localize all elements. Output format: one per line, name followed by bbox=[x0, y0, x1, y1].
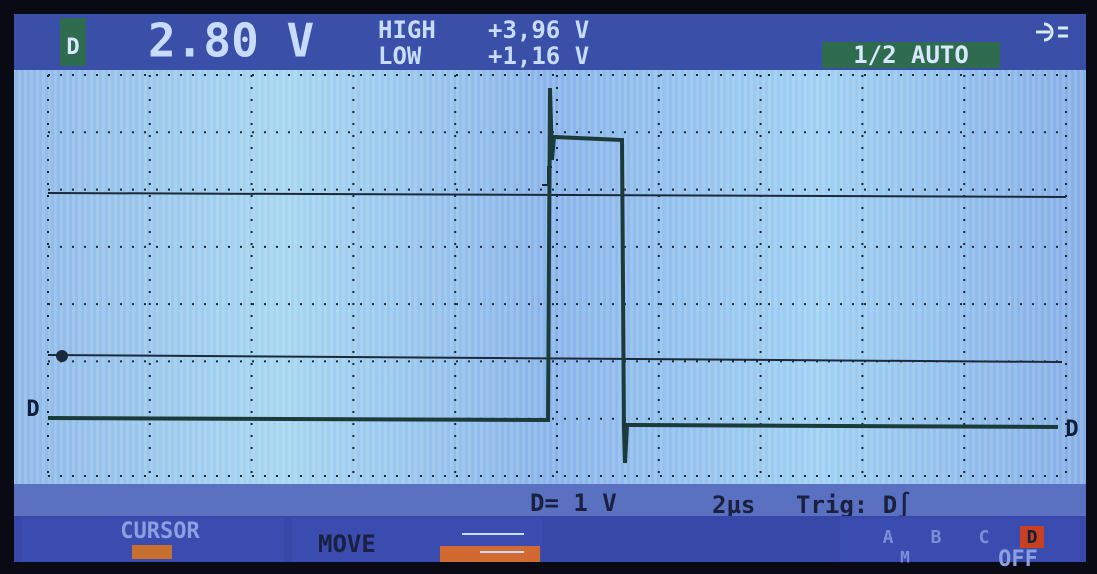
channel-option[interactable]: C bbox=[979, 527, 990, 548]
left-marker: D bbox=[26, 397, 39, 422]
move-label[interactable]: MOVE bbox=[318, 530, 376, 558]
trigger: Trig: D∫ bbox=[796, 491, 912, 519]
low-value: +1,16 V bbox=[488, 42, 589, 70]
channel-button[interactable]: A B C D M OFF bbox=[840, 518, 1080, 572]
move-icon[interactable] bbox=[440, 546, 540, 562]
scope-screen: D 2.80 V HIGH +3,96 V LOW +1,16 V 1/2 AU… bbox=[0, 0, 1097, 574]
right-marker: D bbox=[1065, 417, 1078, 442]
cursor-label[interactable]: CURSOR bbox=[120, 519, 200, 544]
scale: D= 1 V bbox=[530, 489, 617, 517]
move-button[interactable]: MOVE bbox=[292, 518, 542, 562]
zero-marker bbox=[56, 350, 68, 362]
channel-option[interactable]: B bbox=[931, 527, 942, 548]
cursor-button[interactable]: CURSOR bbox=[22, 518, 284, 562]
timebase: 2µs bbox=[712, 491, 755, 519]
channel-option[interactable]: A bbox=[883, 527, 894, 548]
off-label[interactable]: OFF bbox=[998, 547, 1038, 572]
scope-frame: D 2.80 V HIGH +3,96 V LOW +1,16 V 1/2 AU… bbox=[0, 0, 1097, 574]
reading: 2.80 V bbox=[148, 14, 314, 68]
high-value: +3,96 V bbox=[488, 16, 589, 44]
cursor-icon[interactable] bbox=[132, 545, 172, 559]
channel-option[interactable]: D bbox=[1027, 527, 1038, 548]
math-label[interactable]: M bbox=[900, 548, 910, 567]
high-label: HIGH bbox=[378, 16, 436, 44]
mode: 1/2 AUTO bbox=[853, 41, 969, 69]
channel-label: D bbox=[66, 35, 79, 60]
low-label: LOW bbox=[378, 42, 422, 70]
